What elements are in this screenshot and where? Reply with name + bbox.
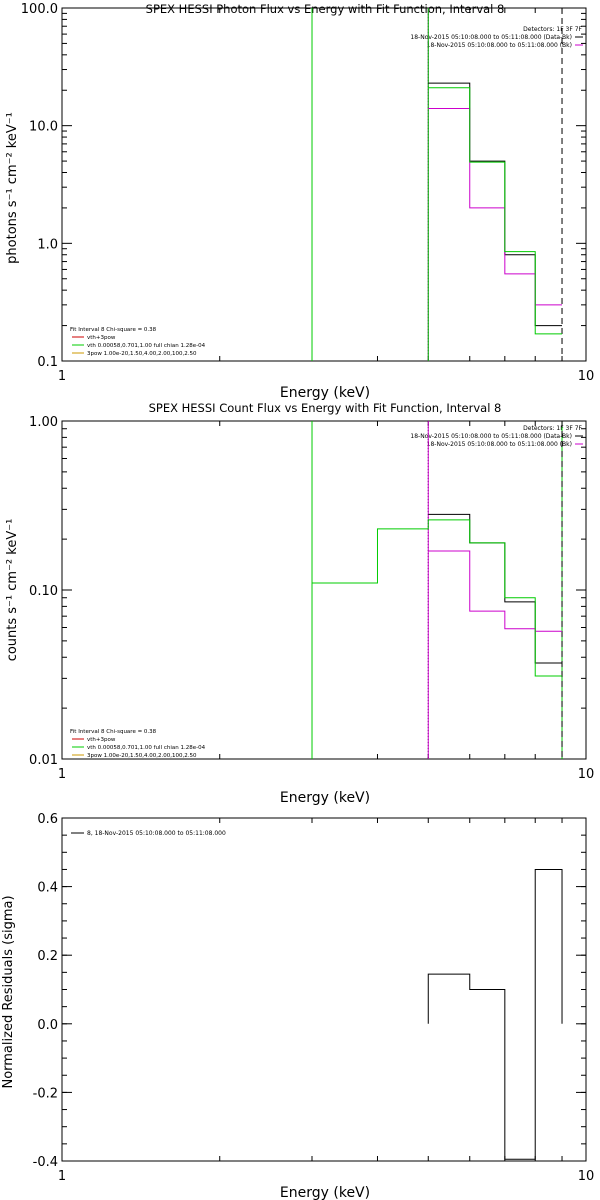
x-tick-label: 10	[578, 369, 595, 384]
x-tick-label: 10	[578, 767, 595, 782]
series-step-line	[428, 82, 563, 327]
fit-line: vth+3pow	[87, 335, 116, 341]
x-tick-label: 1	[58, 767, 66, 782]
series-step-line	[428, 550, 563, 632]
fit-line: vth 0.00058,0.701,1.00 full chian 1.28e-…	[87, 343, 206, 349]
y-axis-label: counts s⁻¹ cm⁻² keV⁻¹	[5, 519, 20, 662]
y-tick-label: 0.1	[37, 355, 58, 370]
plot-area: 1 10 -0.4 -0.2 0.0 0.2 0.4 0.6	[33, 812, 595, 1184]
y-tick-label: 10.0	[29, 120, 58, 135]
detector-info: Detectors: 1F 3F 7F 18-Nov-2015 05:10:08…	[410, 26, 583, 49]
photon-flux-panel: SPEX HESSI Photon Flux vs Energy with Fi…	[5, 2, 594, 401]
plot-area: 1 10 0.1 1.0 10.0 100.0	[21, 2, 594, 384]
y-axis-label: photons s⁻¹ cm⁻² keV⁻¹	[5, 112, 20, 264]
info-line: 18-Nov-2015 05:10:08.000 to 05:11:08.000…	[427, 42, 572, 49]
y-tick-label: 0.10	[29, 584, 58, 599]
fit-line: 3pow 1.00e-20,1.50,4.00,2.00,100,2.50	[87, 753, 197, 759]
fit-line: vth+3pow	[87, 737, 116, 743]
fit-info: Fit Interval 8 Chi-square = 0.38 vth+3po…	[70, 729, 206, 759]
series-step-line	[428, 513, 563, 664]
y-tick-label: 0.4	[37, 881, 58, 896]
y-tick-label: 0.01	[29, 753, 58, 768]
legend: 8, 18-Nov-2015 05:10:08.000 to 05:11:08.…	[71, 830, 226, 837]
fit-line: vth 0.00058,0.701,1.00 full chian 1.28e-…	[87, 745, 206, 751]
y-tick-label: 100.0	[21, 2, 58, 17]
chart-title: SPEX HESSI Photon Flux vs Energy with Fi…	[146, 2, 505, 16]
y-tick-label: 0.2	[37, 949, 58, 964]
series-step-line	[428, 107, 563, 306]
plot-area: 1 10 0.01 0.10 1.00	[29, 415, 594, 782]
count-flux-panel: SPEX HESSI Count Flux vs Energy with Fit…	[5, 401, 594, 806]
x-axis-label: Energy (keV)	[280, 1185, 370, 1200]
y-tick-label: 1.0	[37, 237, 58, 252]
series-step-line	[427, 868, 563, 1160]
detector-info: Detectors: 1F 3F 7F 18-Nov-2015 05:10:08…	[410, 425, 583, 448]
info-line: 18-Nov-2015 05:10:08.000 to 05:11:08.000…	[427, 441, 572, 448]
axes-frame	[61, 420, 587, 760]
series-step-line	[428, 87, 563, 335]
y-tick-label: 1.00	[29, 415, 58, 430]
residuals-panel: Energy (keV) Normalized Residuals (sigma…	[1, 812, 594, 1200]
fit-info: Fit Interval 8 Chi-square = 0.38 vth+3po…	[70, 327, 206, 357]
y-tick-label: 0.0	[37, 1018, 58, 1033]
series-step-line	[312, 519, 563, 677]
legend-label: 8, 18-Nov-2015 05:10:08.000 to 05:11:08.…	[87, 830, 226, 837]
x-tick-label: 1	[58, 369, 66, 384]
fit-line: Fit Interval 8 Chi-square = 0.38	[70, 729, 157, 735]
y-axis-label: Normalized Residuals (sigma)	[1, 895, 16, 1088]
y-tick-label: -0.4	[33, 1155, 58, 1170]
fit-line: 3pow 1.00e-20,1.50,4.00,2.00,100,2.50	[87, 351, 197, 357]
y-tick-label: 0.6	[37, 812, 58, 827]
info-line: 18-Nov-2015 05:10:08.000 to 05:11:08.000…	[410, 433, 572, 440]
chart-title: SPEX HESSI Count Flux vs Energy with Fit…	[149, 401, 502, 415]
info-line: 18-Nov-2015 05:10:08.000 to 05:11:08.000…	[410, 34, 572, 41]
y-tick-label: -0.2	[33, 1086, 58, 1101]
x-axis-label: Energy (keV)	[280, 385, 370, 401]
axes-frame	[61, 817, 587, 1162]
fit-line: Fit Interval 8 Chi-square = 0.38	[70, 327, 157, 333]
info-line: Detectors: 1F 3F 7F	[523, 26, 582, 33]
x-tick-label: 10	[578, 1169, 595, 1184]
axes-frame	[61, 7, 587, 362]
info-line: Detectors: 1F 3F 7F	[523, 425, 582, 432]
x-axis-label: Energy (keV)	[280, 790, 370, 806]
x-tick-label: 1	[58, 1169, 66, 1184]
